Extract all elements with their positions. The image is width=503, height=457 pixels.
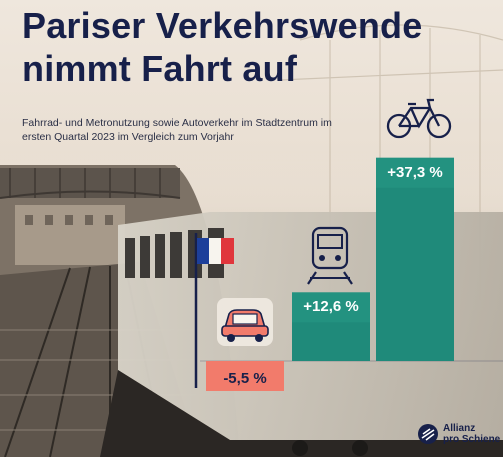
chart-title: Pariser Verkehrswende nimmt Fahrt auf — [22, 4, 422, 90]
logo-line-1: Allianz — [443, 423, 476, 434]
bar-metro — [292, 292, 370, 361]
french-flag-icon — [194, 233, 234, 388]
train-icon — [307, 226, 353, 285]
value-label-fahrrad: +37,3 % — [387, 163, 443, 181]
value-label-auto: -5,5 % — [223, 370, 267, 387]
bar-highlight — [376, 157, 454, 188]
bar-fahrrad — [376, 157, 454, 361]
car-icon — [217, 298, 273, 346]
logo-mark-icon — [418, 424, 438, 444]
value-label-metro: +12,6 % — [303, 298, 359, 316]
allianz-pro-schiene-logo: Allianz pro Schiene — [417, 423, 500, 445]
title-line-1: Pariser Verkehrswende — [22, 5, 423, 46]
bar-auto — [206, 361, 284, 391]
chart-subtitle: Fahrrad- und Metronutzung sowie Autoverk… — [22, 117, 332, 143]
bicycle-icon — [386, 98, 452, 139]
bar-highlight — [292, 292, 370, 323]
title-line-2: nimmt Fahrt auf — [22, 48, 298, 89]
logo-line-2: pro Schiene — [443, 434, 501, 445]
